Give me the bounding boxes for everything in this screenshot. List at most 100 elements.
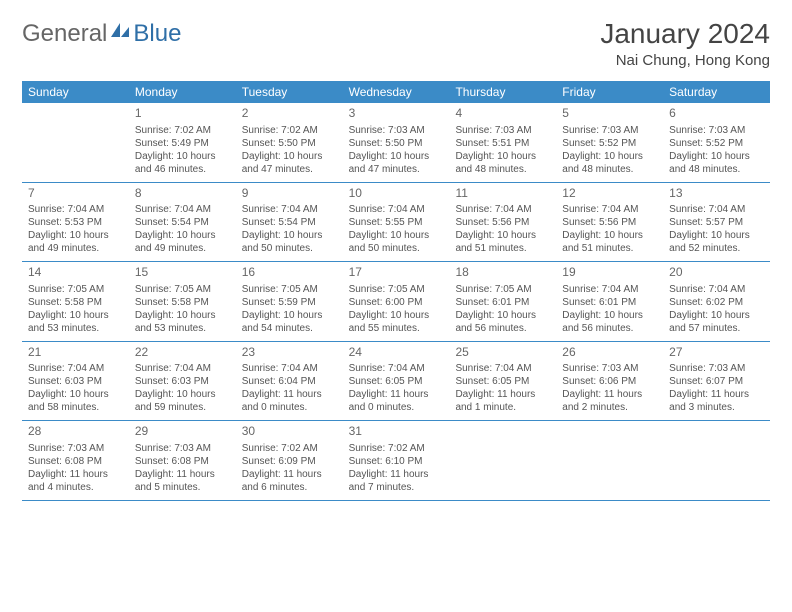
- day-cell: 2Sunrise: 7:02 AMSunset: 5:50 PMDaylight…: [236, 103, 343, 182]
- brand-part1: General: [22, 20, 107, 48]
- day-number: 20: [669, 265, 764, 281]
- day-header-monday: Monday: [129, 81, 236, 103]
- sunrise-line: Sunrise: 7:04 AM: [28, 362, 123, 375]
- day-number: 17: [349, 265, 444, 281]
- daylight-line-1: Daylight: 10 hours: [669, 309, 764, 322]
- daylight-line-2: and 49 minutes.: [28, 242, 123, 255]
- day-number: 10: [349, 186, 444, 202]
- sunset-line: Sunset: 6:06 PM: [562, 375, 657, 388]
- day-number: 19: [562, 265, 657, 281]
- day-cell: 30Sunrise: 7:02 AMSunset: 6:09 PMDayligh…: [236, 421, 343, 500]
- sunrise-line: Sunrise: 7:04 AM: [242, 203, 337, 216]
- daylight-line-1: Daylight: 10 hours: [28, 388, 123, 401]
- sunrise-line: Sunrise: 7:04 AM: [669, 283, 764, 296]
- sunrise-line: Sunrise: 7:04 AM: [562, 283, 657, 296]
- sunrise-line: Sunrise: 7:05 AM: [135, 283, 230, 296]
- daylight-line-1: Daylight: 10 hours: [455, 150, 550, 163]
- day-cell: 24Sunrise: 7:04 AMSunset: 6:05 PMDayligh…: [343, 342, 450, 421]
- sunrise-line: Sunrise: 7:02 AM: [242, 124, 337, 137]
- sunset-line: Sunset: 5:52 PM: [669, 137, 764, 150]
- sunset-line: Sunset: 5:50 PM: [242, 137, 337, 150]
- sunset-line: Sunset: 6:05 PM: [455, 375, 550, 388]
- daylight-line-2: and 46 minutes.: [135, 163, 230, 176]
- sunset-line: Sunset: 6:04 PM: [242, 375, 337, 388]
- day-number: 31: [349, 424, 444, 440]
- daylight-line-2: and 56 minutes.: [455, 322, 550, 335]
- daylight-line-1: Daylight: 10 hours: [455, 229, 550, 242]
- empty-cell: [449, 421, 556, 500]
- sunrise-line: Sunrise: 7:05 AM: [349, 283, 444, 296]
- daylight-line-2: and 6 minutes.: [242, 481, 337, 494]
- daylight-line-1: Daylight: 10 hours: [28, 309, 123, 322]
- daylight-line-1: Daylight: 10 hours: [28, 229, 123, 242]
- location: Nai Chung, Hong Kong: [600, 52, 770, 69]
- sunset-line: Sunset: 6:03 PM: [135, 375, 230, 388]
- day-number: 25: [455, 345, 550, 361]
- sunrise-line: Sunrise: 7:03 AM: [562, 124, 657, 137]
- daylight-line-2: and 52 minutes.: [669, 242, 764, 255]
- sunset-line: Sunset: 5:58 PM: [135, 296, 230, 309]
- day-number: 14: [28, 265, 123, 281]
- daylight-line-1: Daylight: 10 hours: [669, 150, 764, 163]
- day-number: 23: [242, 345, 337, 361]
- daylight-line-2: and 48 minutes.: [455, 163, 550, 176]
- daylight-line-2: and 57 minutes.: [669, 322, 764, 335]
- day-number: 22: [135, 345, 230, 361]
- daylight-line-2: and 48 minutes.: [562, 163, 657, 176]
- daylight-line-2: and 59 minutes.: [135, 401, 230, 414]
- day-cell: 28Sunrise: 7:03 AMSunset: 6:08 PMDayligh…: [22, 421, 129, 500]
- week-row: 7Sunrise: 7:04 AMSunset: 5:53 PMDaylight…: [22, 183, 770, 263]
- daylight-line-1: Daylight: 11 hours: [562, 388, 657, 401]
- daylight-line-2: and 0 minutes.: [242, 401, 337, 414]
- day-cell: 21Sunrise: 7:04 AMSunset: 6:03 PMDayligh…: [22, 342, 129, 421]
- day-cell: 29Sunrise: 7:03 AMSunset: 6:08 PMDayligh…: [129, 421, 236, 500]
- day-number: 30: [242, 424, 337, 440]
- day-number: 28: [28, 424, 123, 440]
- daylight-line-2: and 2 minutes.: [562, 401, 657, 414]
- daylight-line-1: Daylight: 10 hours: [349, 229, 444, 242]
- day-number: 29: [135, 424, 230, 440]
- day-header-sunday: Sunday: [22, 81, 129, 103]
- day-number: 26: [562, 345, 657, 361]
- week-row: 1Sunrise: 7:02 AMSunset: 5:49 PMDaylight…: [22, 103, 770, 183]
- brand-sail-icon: [109, 18, 131, 46]
- day-number: 1: [135, 106, 230, 122]
- daylight-line-2: and 51 minutes.: [455, 242, 550, 255]
- sunrise-line: Sunrise: 7:02 AM: [349, 442, 444, 455]
- sunrise-line: Sunrise: 7:03 AM: [28, 442, 123, 455]
- day-cell: 3Sunrise: 7:03 AMSunset: 5:50 PMDaylight…: [343, 103, 450, 182]
- daylight-line-1: Daylight: 10 hours: [135, 388, 230, 401]
- sunset-line: Sunset: 5:49 PM: [135, 137, 230, 150]
- daylight-line-2: and 4 minutes.: [28, 481, 123, 494]
- daylight-line-1: Daylight: 10 hours: [242, 229, 337, 242]
- day-number: 2: [242, 106, 337, 122]
- day-number: 21: [28, 345, 123, 361]
- header: General Blue January 2024 Nai Chung, Hon…: [22, 18, 770, 69]
- daylight-line-2: and 47 minutes.: [349, 163, 444, 176]
- day-header-tuesday: Tuesday: [236, 81, 343, 103]
- day-header-friday: Friday: [556, 81, 663, 103]
- day-cell: 20Sunrise: 7:04 AMSunset: 6:02 PMDayligh…: [663, 262, 770, 341]
- day-number: 3: [349, 106, 444, 122]
- title-block: January 2024 Nai Chung, Hong Kong: [600, 18, 770, 69]
- sunset-line: Sunset: 5:51 PM: [455, 137, 550, 150]
- week-row: 21Sunrise: 7:04 AMSunset: 6:03 PMDayligh…: [22, 342, 770, 422]
- sunrise-line: Sunrise: 7:04 AM: [455, 203, 550, 216]
- day-number: 6: [669, 106, 764, 122]
- daylight-line-1: Daylight: 10 hours: [669, 229, 764, 242]
- day-cell: 27Sunrise: 7:03 AMSunset: 6:07 PMDayligh…: [663, 342, 770, 421]
- day-cell: 15Sunrise: 7:05 AMSunset: 5:58 PMDayligh…: [129, 262, 236, 341]
- daylight-line-2: and 51 minutes.: [562, 242, 657, 255]
- day-cell: 19Sunrise: 7:04 AMSunset: 6:01 PMDayligh…: [556, 262, 663, 341]
- sunset-line: Sunset: 6:01 PM: [455, 296, 550, 309]
- daylight-line-1: Daylight: 10 hours: [135, 229, 230, 242]
- sunset-line: Sunset: 5:50 PM: [349, 137, 444, 150]
- sunrise-line: Sunrise: 7:03 AM: [669, 124, 764, 137]
- empty-cell: [663, 421, 770, 500]
- sunset-line: Sunset: 6:05 PM: [349, 375, 444, 388]
- day-cell: 8Sunrise: 7:04 AMSunset: 5:54 PMDaylight…: [129, 183, 236, 262]
- sunrise-line: Sunrise: 7:02 AM: [135, 124, 230, 137]
- daylight-line-2: and 48 minutes.: [669, 163, 764, 176]
- daylight-line-1: Daylight: 10 hours: [455, 309, 550, 322]
- empty-cell: [556, 421, 663, 500]
